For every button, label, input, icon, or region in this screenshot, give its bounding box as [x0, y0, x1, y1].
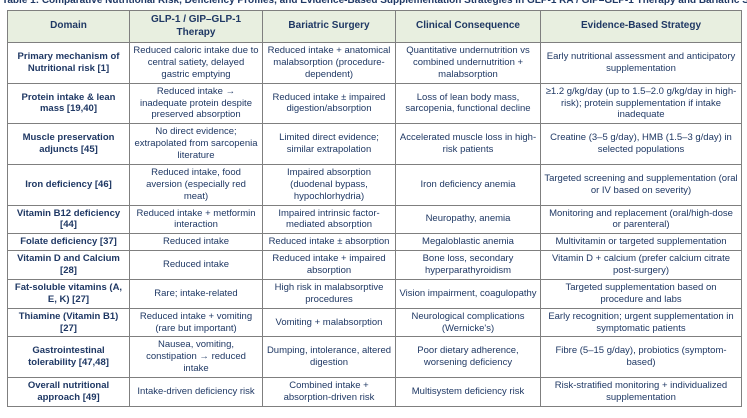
- table-header: Domain GLP-1 / GIP–GLP-1 Therapy Bariatr…: [7, 10, 742, 43]
- table-row: Gastrointestinal tolerability [47,48] Nau…: [7, 336, 742, 378]
- table-cell: Fat-soluble vitamins (A, E, K) [27]: [7, 278, 130, 309]
- table-cell: Multivitamin or targeted supplementation: [540, 233, 742, 252]
- table-cell: Poor dietary adherence, worsening defici…: [395, 336, 541, 378]
- table-row: Vitamin D and Calcium [28] Reduced intake…: [7, 250, 742, 280]
- table-body: Primary mechanism of Nutritional risk [1…: [7, 42, 742, 407]
- table-row: Fat-soluble vitamins (A, E, K) [27] Rare;…: [7, 278, 742, 309]
- table-cell: Vitamin D and Calcium [28]: [7, 250, 130, 280]
- table-cell: Reduced intake: [129, 250, 263, 280]
- table-row: Thiamine (Vitamin B1) [27] Reduced intake…: [7, 307, 742, 338]
- table-caption: Table 1: Comparative Nutritional Risk, D…: [2, 0, 747, 6]
- table-cell: Fibre (5–15 g/day), probiotics (symptom-…: [540, 336, 742, 378]
- table-cell: Creatine (3–5 g/day), HMB (1.5–3 g/day) …: [540, 123, 742, 165]
- table-cell: Muscle preservation adjuncts [45]: [7, 123, 130, 165]
- table-cell: Vitamin B12 deficiency [44]: [7, 204, 130, 235]
- column-header-domain: Domain: [7, 10, 130, 43]
- table-cell: Primary mechanism of Nutritional risk [1…: [7, 42, 130, 84]
- table-cell: Impaired intrinsic factor-mediated absor…: [262, 204, 396, 235]
- table-caption-clip: Table 1: Comparative Nutritional Risk, D…: [2, 0, 747, 8]
- table-row: Muscle preservation adjuncts [45] No dire…: [7, 123, 742, 165]
- table-cell: Multisystem deficiency risk: [395, 377, 541, 407]
- table-cell: Combined intake + absorption-driven risk: [262, 377, 396, 407]
- table-cell: Vision impairment, coagulopathy: [395, 278, 541, 309]
- table-cell: No direct evidence; extrapolated from sa…: [129, 123, 263, 165]
- table-cell: Vomiting + malabsorption: [262, 307, 396, 338]
- table-cell: Monitoring and replacement (oral/high-do…: [540, 204, 742, 235]
- table-cell: Megaloblastic anemia: [395, 233, 541, 252]
- table-cell: Protein intake & lean mass [19,40]: [7, 82, 130, 125]
- table-cell: Loss of lean body mass, sarcopenia, func…: [395, 82, 541, 125]
- table-row: Iron deficiency [46] Reduced intake, food…: [7, 163, 742, 206]
- table-cell: Reduced intake → inadequate protein desp…: [129, 82, 263, 125]
- table-cell: Iron deficiency [46]: [7, 163, 130, 206]
- table-cell: Accelerated muscle loss in high-risk pat…: [395, 123, 541, 165]
- table-cell: Nausea, vomiting, constipation → reduced…: [129, 336, 263, 378]
- table-cell: Thiamine (Vitamin B1) [27]: [7, 307, 130, 338]
- table-cell: Targeted screening and supplementation (…: [540, 163, 742, 206]
- table-cell: Impaired absorption (duodenal bypass, hy…: [262, 163, 396, 206]
- table-cell: Neuropathy, anemia: [395, 204, 541, 235]
- comparison-table: Domain GLP-1 / GIP–GLP-1 Therapy Bariatr…: [7, 10, 742, 407]
- table-row: Primary mechanism of Nutritional risk [1…: [7, 42, 742, 84]
- table-cell: Reduced intake ± impaired digestion/abso…: [262, 82, 396, 125]
- column-header-bariatric-surgery: Bariatric Surgery: [262, 10, 396, 43]
- table-cell: Dumping, intolerance, altered digestion: [262, 336, 396, 378]
- table-row: Folate deficiency [37] Reduced intake Redu…: [7, 233, 742, 252]
- table-cell: Neurological complications (Wernicke's): [395, 307, 541, 338]
- table-cell: Iron deficiency anemia: [395, 163, 541, 206]
- table-cell: Vitamin D + calcium (prefer calcium citr…: [540, 250, 742, 280]
- table-cell: Reduced intake ± absorption: [262, 233, 396, 252]
- table-cell: Reduced intake + anatomical malabsorptio…: [262, 42, 396, 84]
- table-cell: Quantitative undernutrition vs combined …: [395, 42, 541, 84]
- table-cell: Reduced intake: [129, 233, 263, 252]
- table-cell: Limited direct evidence; similar extrapo…: [262, 123, 396, 165]
- table-cell: Risk-stratified monitoring + individuali…: [540, 377, 742, 407]
- table-cell: Reduced intake + vomiting (rare but impo…: [129, 307, 263, 338]
- table-cell: Rare; intake-related: [129, 278, 263, 309]
- header-row: Domain GLP-1 / GIP–GLP-1 Therapy Bariatr…: [7, 10, 742, 43]
- table-cell: Targeted supplementation based on proced…: [540, 278, 742, 309]
- table-cell: Intake-driven deficiency risk: [129, 377, 263, 407]
- table-row: Vitamin B12 deficiency [44] Reduced intak…: [7, 204, 742, 235]
- column-header-glp1-therapy: GLP-1 / GIP–GLP-1 Therapy: [129, 10, 263, 43]
- table-cell: Gastrointestinal tolerability [47,48]: [7, 336, 130, 378]
- table-cell: Reduced caloric intake due to central sa…: [129, 42, 263, 84]
- table-cell: Early recognition; urgent supplementatio…: [540, 307, 742, 338]
- table-cell: High risk in malabsorptive procedures: [262, 278, 396, 309]
- table-cell: Reduced intake, food aversion (especiall…: [129, 163, 263, 206]
- column-header-clinical-consequence: Clinical Consequence: [395, 10, 541, 43]
- table-cell: Overall nutritional approach [49]: [7, 377, 130, 407]
- table-cell: Reduced intake + metformin interaction: [129, 204, 263, 235]
- column-header-evidence-strategy: Evidence-Based Strategy: [540, 10, 742, 43]
- table-cell: Reduced intake + impaired absorption: [262, 250, 396, 280]
- table-cell: ≥1.2 g/kg/day (up to 1.5–2.0 g/kg/day in…: [540, 82, 742, 125]
- table-row: Protein intake & lean mass [19,40] Reduce…: [7, 82, 742, 125]
- table-row: Overall nutritional approach [49] Intake-…: [7, 377, 742, 407]
- table-cell: Early nutritional assessment and anticip…: [540, 42, 742, 84]
- table-cell: Folate deficiency [37]: [7, 233, 130, 252]
- table-cell: Bone loss, secondary hyperparathyroidism: [395, 250, 541, 280]
